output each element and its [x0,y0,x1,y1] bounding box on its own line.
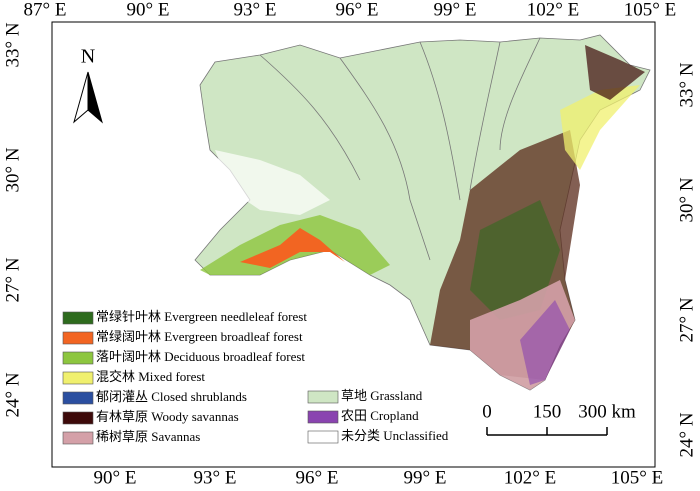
legend-swatch [62,311,94,325]
bottom-tick-label: 99° E [404,467,447,488]
legend-label: 落叶阔叶林 Deciduous broadleaf forest [96,349,305,364]
legend-swatch [62,331,94,345]
right-tick-label: 24° N [676,412,697,457]
left-tick-label: 30° N [2,147,23,192]
sub-basin-lines [259,37,541,261]
left-tick-label: 27° N [2,257,23,302]
top-tick-label: 90° E [127,0,170,20]
bottom-tick-label: 96° E [296,467,339,488]
right-tick-label: 30° N [676,177,697,222]
legend-swatch [62,351,94,365]
legend-label: 未分类 Unclassified [341,428,449,443]
woody-savanna-north [585,45,645,100]
needleleaf-area [470,200,560,320]
right-tick-label: 33° N [676,62,697,107]
legend-swatch [62,411,94,425]
broadleaf-area [240,228,345,268]
legend-swatch [307,410,339,424]
north-arrow: N [73,46,103,124]
legend-label: 草地 Grassland [341,388,423,403]
top-tick-label: 87° E [24,0,67,20]
arrow-right [87,71,103,124]
bottom-tick-label: 102° E [504,467,556,488]
top-tick-label: 93° E [234,0,277,20]
basin [194,34,651,391]
legend-label: 有林草原 Woody savannas [96,409,239,424]
top-tick-label: 102° E [527,0,579,20]
right-tick-label: 27° N [676,297,697,342]
legend-swatch [62,431,94,445]
north-label: N [81,46,95,68]
legend-swatch [62,391,94,405]
legend-swatch [307,390,339,404]
sub-basin-line [339,57,431,261]
bottom-tick-label: 93° E [194,467,237,488]
bottom-tick-label: 105° E [611,467,663,488]
legend-label: 常绿阔叶林 Evergreen broadleaf forest [96,329,303,344]
left-tick-label: 24° N [2,372,23,417]
bottom-tick-label: 90° E [94,467,137,488]
sub-basin-line [469,41,501,191]
cropland-area [520,300,570,385]
sub-basin-line [419,41,461,201]
legend-swatch [307,430,339,444]
sub-basin-line [259,54,361,181]
unclassified-area [215,150,330,215]
scale-label: 300 km [578,401,636,422]
left-tick-label: 33° N [2,22,23,67]
legend-label: 郁闭灌丛 Closed shrublands [96,389,247,404]
legend-label: 混交林 Mixed forest [96,369,205,384]
mixed-forest-area [560,85,640,170]
legend-swatch [62,371,94,385]
top-tick-label: 99° E [434,0,477,20]
top-tick-label: 96° E [336,0,379,20]
scale-label: 150 [533,401,562,422]
scale-bar [486,427,608,436]
legend-label: 农田 Cropland [341,408,419,423]
sub-basin-line [499,37,541,151]
legend-label: 稀树草原 Savannas [96,429,200,444]
legend-label: 常绿针叶林 Evergreen needleleaf forest [96,309,307,324]
top-tick-label: 105° E [624,0,676,20]
scale-label: 0 [482,401,492,422]
